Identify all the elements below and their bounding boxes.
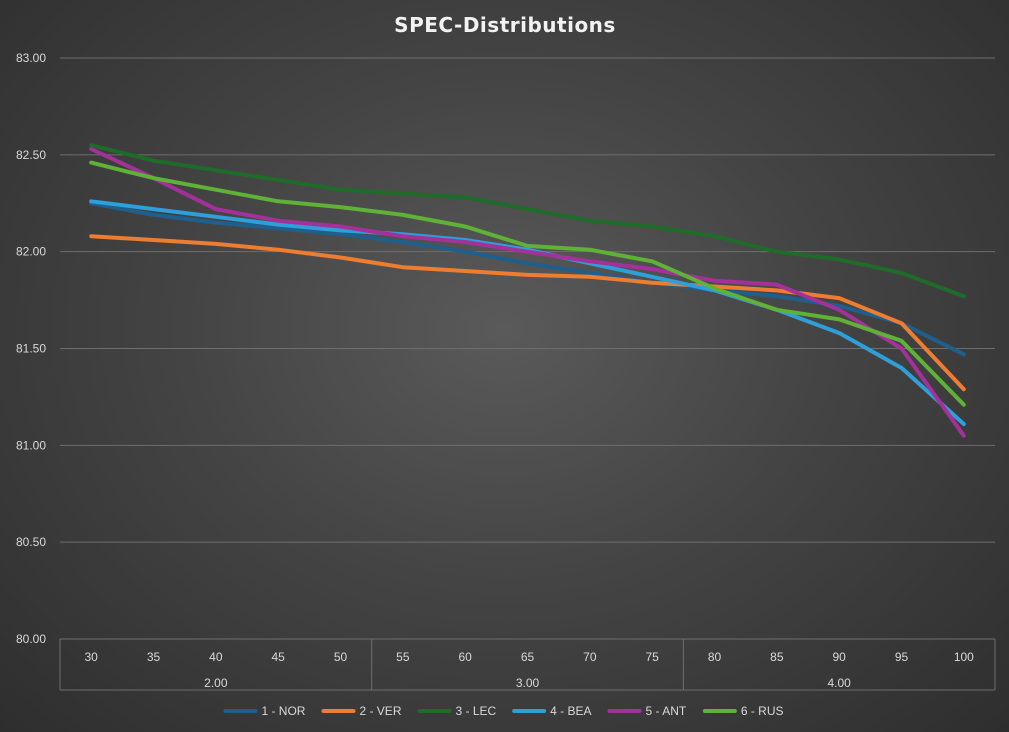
x-tick-label: 65 [521,650,535,664]
x-tick-label: 30 [84,650,98,664]
x-tick-label: 100 [954,650,974,664]
x-tick-label: 35 [147,650,161,664]
y-tick-label: 83.00 [16,51,46,65]
x-tick-label: 45 [271,650,285,664]
y-tick-label: 82.50 [16,148,46,162]
x-tick-label: 50 [334,650,348,664]
series-line-4-bea [89,199,966,426]
legend: 1 - NOR 2 - VER 3 - LEC 4 - BEA 5 - ANT 6 - R… [223,704,784,718]
y-tick-label: 81.50 [16,342,46,356]
legend-label: 4 - BEA [550,704,591,718]
x-tick-label: 75 [645,650,659,664]
x-tick-label: 40 [209,650,223,664]
series-line-5-ant [89,147,966,438]
legend-label: 2 - VER [359,704,401,718]
legend-label: 3 - LEC [455,704,496,718]
x-tick-label: 70 [583,650,597,664]
y-tick-label: 80.00 [16,632,46,646]
legend-item[interactable]: 2 - VER [321,704,402,718]
x-tick-label: 55 [396,650,410,664]
chart-title: SPEC-Distributions [394,13,616,37]
legend-item[interactable]: 3 - LEC [417,704,497,718]
y-tick-label: 80.50 [16,535,46,549]
x-tick-label: 80 [708,650,722,664]
x-group-label: 3.00 [516,676,540,690]
y-tick-label: 82.00 [16,245,46,259]
x-group-label: 2.00 [204,676,228,690]
legend-label: 1 - NOR [261,704,305,718]
legend-item[interactable]: 5 - ANT [607,704,687,718]
x-tick-label: 60 [458,650,472,664]
legend-label: 5 - ANT [646,704,687,718]
legend-label: 6 - RUS [741,704,784,718]
series-lines [89,143,966,438]
legend-item[interactable]: 4 - BEA [512,704,592,718]
legend-item[interactable]: 1 - NOR [223,704,306,718]
x-group-label: 4.00 [827,676,851,690]
series-line-2-ver [89,234,966,392]
y-axis: 80.00 80.50 81.00 81.50 82.00 82.50 83.00 [16,51,46,646]
series-line-3-lec [89,143,966,299]
x-tick-label: 90 [832,650,846,664]
x-tick-label: 85 [770,650,784,664]
series-line-6-rus [89,160,966,407]
gridlines [60,57,995,640]
legend-item[interactable]: 6 - RUS [702,704,784,718]
y-tick-label: 81.00 [16,438,46,452]
x-axis: 30 35 40 45 50 55 60 65 70 75 80 85 90 95 100 2.00 3.00 4… [59,639,996,691]
x-tick-label: 95 [895,650,909,664]
